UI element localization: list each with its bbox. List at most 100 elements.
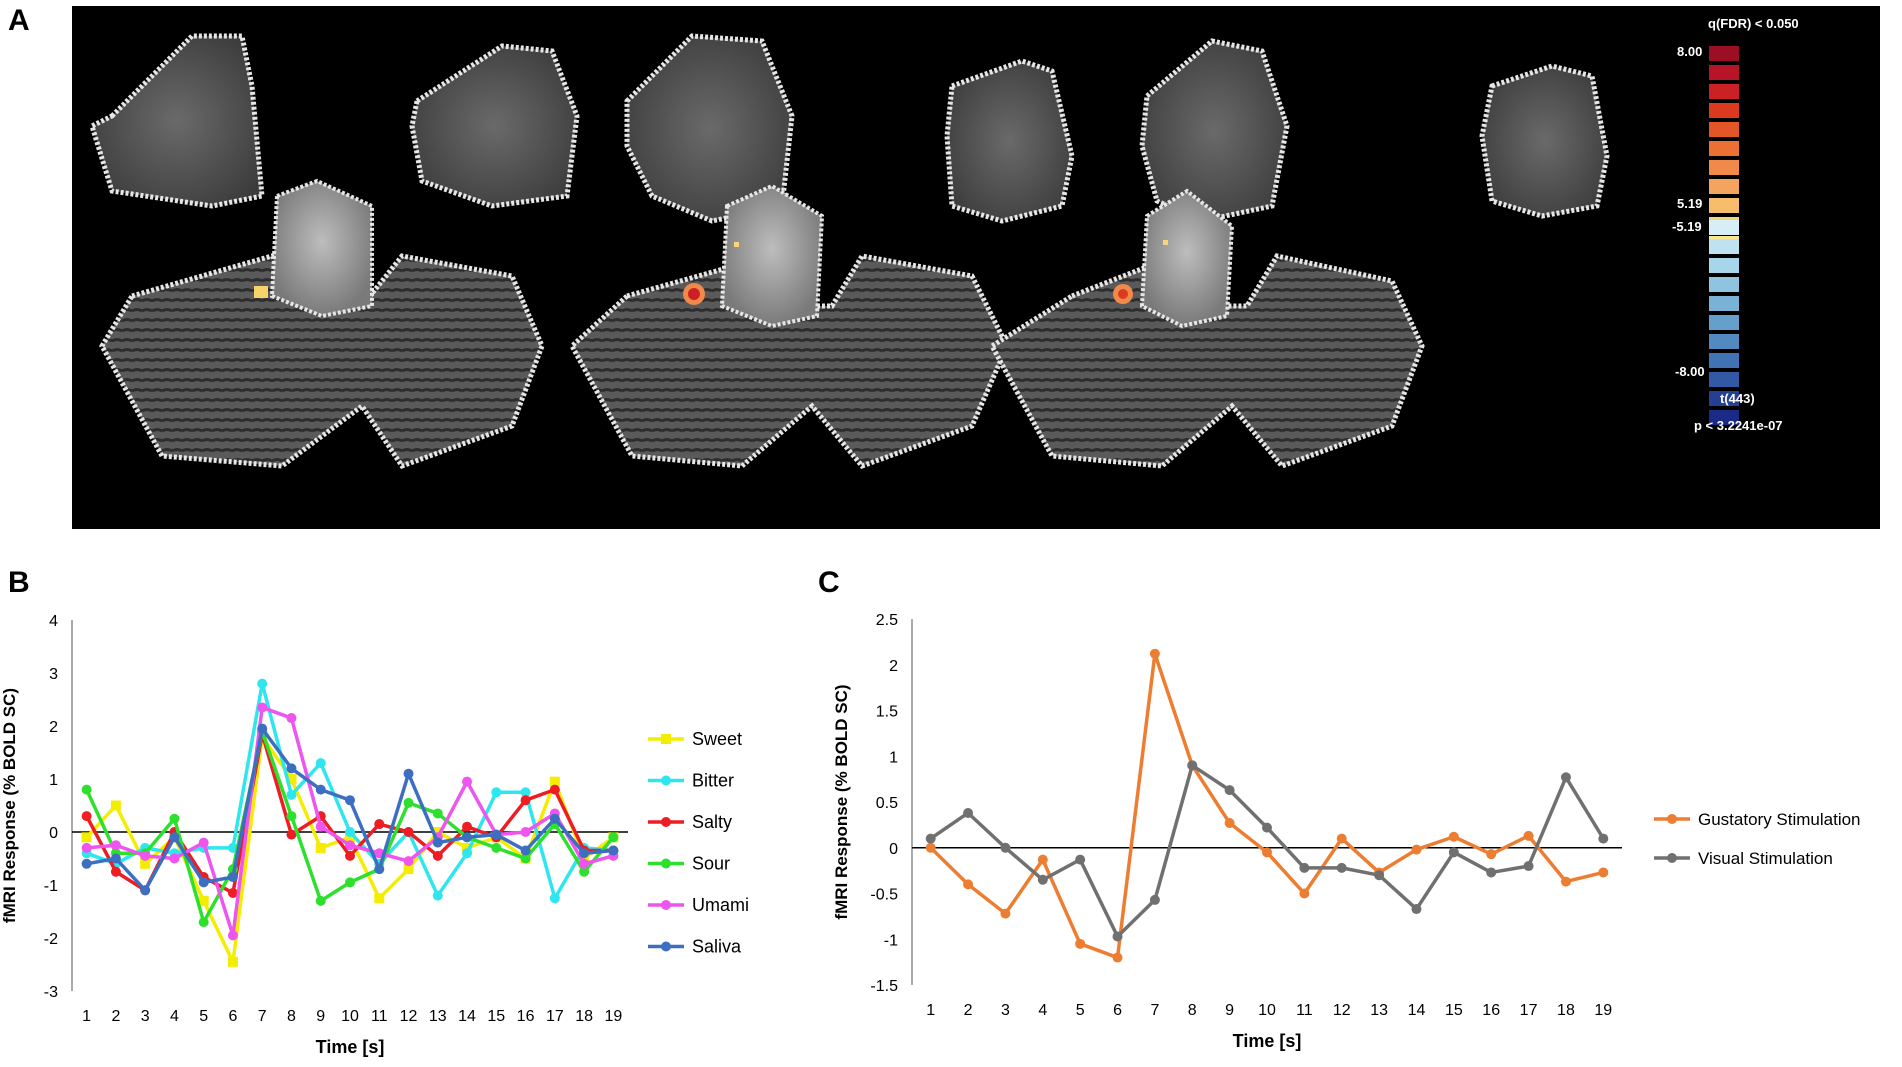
x-tick-label: 6 — [1113, 1002, 1122, 1019]
data-point — [520, 845, 531, 856]
data-point — [198, 917, 209, 928]
x-tick-label: 3 — [1001, 1002, 1010, 1019]
x-tick-label: 3 — [141, 1008, 150, 1025]
legend-label: Saliva — [692, 937, 742, 957]
colorbar-pos-swatch — [1709, 84, 1739, 99]
x-tick-label: 15 — [487, 1008, 505, 1025]
x-tick-label: 7 — [1150, 1002, 1159, 1019]
data-point — [608, 845, 619, 856]
data-point — [491, 842, 502, 853]
x-tick-label: 17 — [546, 1008, 564, 1025]
data-point — [1299, 862, 1310, 873]
data-point — [1000, 908, 1011, 919]
slice-top-4 — [944, 58, 1075, 224]
colorbar-neg-swatch — [1709, 277, 1739, 292]
data-point — [549, 784, 560, 795]
panel-label-a: A — [8, 4, 30, 37]
panel-label-b: B — [8, 566, 30, 599]
x-axis-label: Time [s] — [316, 1037, 385, 1057]
colorbar — [1709, 46, 1739, 425]
slice-top-1 — [88, 33, 265, 209]
colorbar-min-label: -8.00 — [1675, 364, 1705, 379]
y-axis-label: fMRI Response (% BOLD SC) — [832, 684, 851, 919]
legend-label: Umami — [692, 895, 749, 915]
data-point — [345, 832, 355, 843]
slice-top-3 — [624, 33, 795, 224]
data-point — [1560, 876, 1571, 887]
data-point — [403, 768, 414, 779]
data-point — [549, 776, 560, 787]
data-point — [579, 848, 590, 859]
data-point — [227, 872, 238, 883]
colorbar-header: q(FDR) < 0.050 — [1708, 16, 1799, 31]
data-point — [81, 842, 92, 853]
x-tick-label: 17 — [1520, 1002, 1538, 1019]
panel-label-c: C — [818, 566, 840, 599]
data-point — [491, 787, 502, 798]
x-tick-label: 1 — [82, 1008, 91, 1025]
data-point — [198, 877, 209, 888]
colorbar-pos-swatch — [1709, 122, 1739, 137]
colorbar-pos-swatch — [1709, 141, 1739, 156]
colorbar-pos-threshold: 5.19 — [1677, 196, 1703, 211]
brain-slices-panel: q(FDR) < 0.050 8.00 5.19 -5.19 -8.00 t(4… — [72, 6, 1880, 529]
y-tick-label: -2 — [44, 931, 58, 948]
data-point — [198, 895, 209, 906]
legend-marker — [1667, 814, 1677, 824]
cerebellum-slice-2 — [568, 183, 1010, 469]
data-point — [520, 795, 531, 806]
data-point — [1075, 854, 1086, 865]
x-tick-label: 13 — [1370, 1002, 1388, 1019]
data-point — [345, 795, 355, 806]
data-point — [579, 866, 590, 877]
legend-label: Gustatory Stimulation — [1698, 810, 1861, 829]
legend-marker — [661, 734, 671, 744]
data-point — [227, 956, 238, 967]
y-tick-label: 0 — [49, 825, 58, 842]
data-point — [1037, 854, 1048, 865]
y-tick-label: 2 — [889, 658, 898, 675]
x-tick-label: 16 — [517, 1008, 535, 1025]
data-point — [286, 811, 297, 822]
data-point — [1560, 772, 1571, 783]
colorbar-pos-swatch — [1709, 46, 1739, 61]
data-point — [1411, 904, 1422, 915]
data-point — [1224, 818, 1235, 829]
data-point — [549, 893, 560, 904]
data-point — [169, 832, 180, 843]
data-point — [1037, 874, 1048, 885]
data-point — [403, 827, 414, 837]
slice-top-6 — [1479, 63, 1610, 219]
data-point — [1075, 938, 1086, 949]
data-point — [315, 842, 326, 853]
legend-marker — [661, 858, 671, 869]
data-point — [1448, 831, 1459, 842]
data-point — [110, 840, 121, 851]
y-tick-label: 1.5 — [876, 704, 898, 721]
data-point — [227, 930, 238, 941]
colorbar-pos-swatch — [1709, 198, 1739, 213]
data-point — [1523, 830, 1534, 841]
x-tick-label: 12 — [1333, 1002, 1351, 1019]
colorbar-neg-swatch — [1709, 410, 1739, 425]
colorbar-neg-swatch — [1709, 353, 1739, 368]
series-line-bitter — [86, 681, 614, 900]
legend-label: Bitter — [692, 771, 734, 791]
data-point — [286, 774, 297, 784]
data-point — [403, 864, 414, 875]
data-point — [1112, 952, 1123, 963]
data-point — [462, 848, 473, 859]
colorbar-pvalue-label: p < 3.2241e-07 — [1694, 418, 1783, 433]
data-point — [257, 702, 268, 713]
colorbar-neg-swatch — [1709, 334, 1739, 349]
data-point — [1523, 861, 1534, 872]
data-point — [432, 837, 443, 848]
data-point — [1411, 844, 1422, 855]
data-point — [520, 853, 531, 864]
y-tick-label: -1.5 — [870, 978, 898, 995]
data-point — [140, 850, 151, 861]
legend-marker — [661, 941, 671, 952]
y-tick-label: 2.5 — [876, 612, 898, 629]
x-tick-label: 5 — [199, 1008, 208, 1025]
data-point — [549, 813, 560, 824]
